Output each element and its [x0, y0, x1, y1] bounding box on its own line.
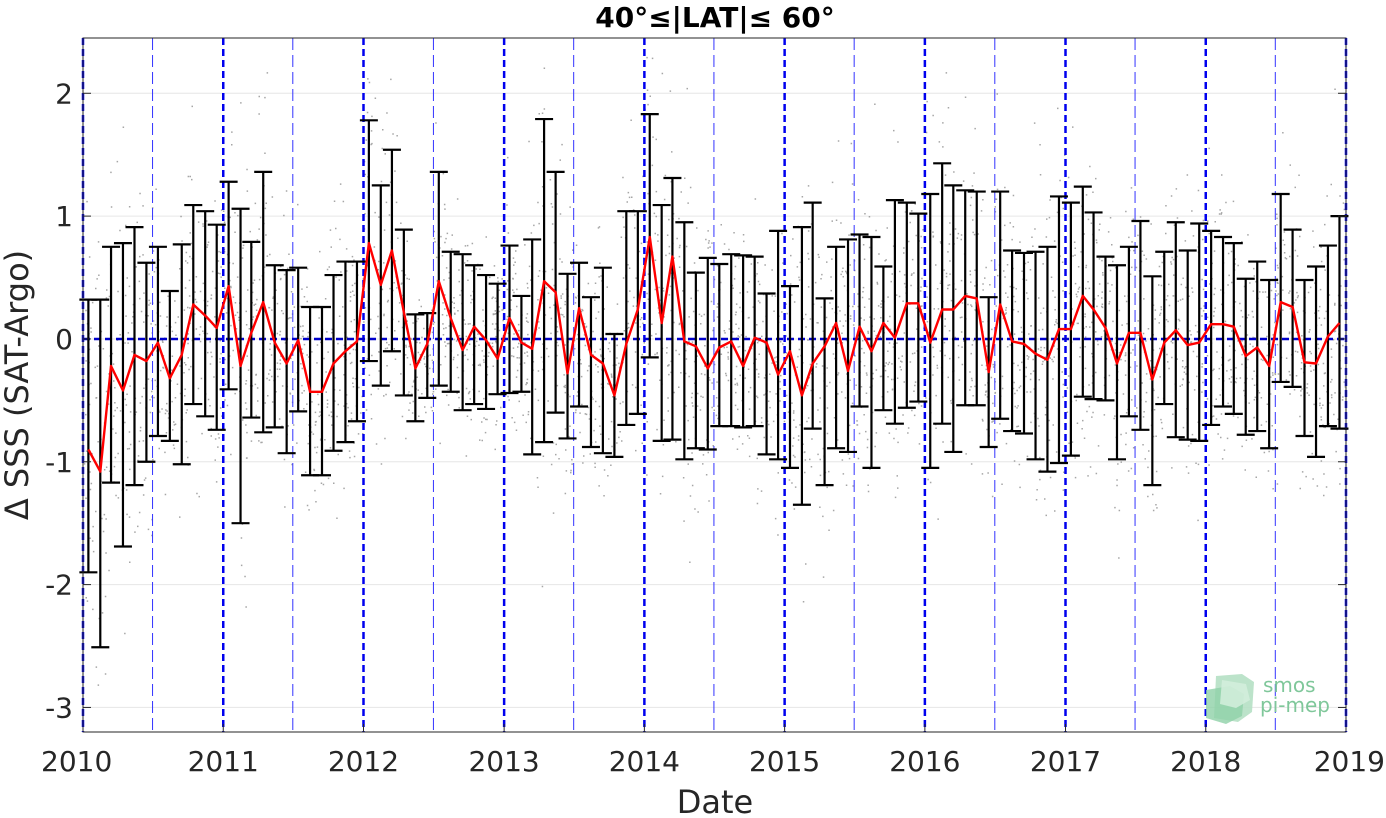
x-axis-ticks: 2010 2011 2012 2013 2014 2015 2016 2017 2018 2019	[41, 724, 1385, 778]
error-bar	[792, 226, 811, 506]
error-bar	[453, 253, 472, 412]
y-tick-label: -2	[45, 569, 73, 602]
error-bar	[850, 233, 869, 408]
error-bar	[839, 238, 858, 454]
error-bar	[1026, 250, 1045, 461]
error-bar	[429, 170, 448, 387]
error-bar	[933, 162, 952, 425]
error-bar	[745, 255, 764, 428]
error-bar	[874, 265, 893, 412]
error-bar	[558, 272, 577, 440]
x-tick-label: 2018	[1170, 745, 1241, 778]
error-bar	[1271, 192, 1290, 384]
error-bar	[781, 285, 800, 470]
error-bar	[102, 245, 121, 484]
smos-logo-icon	[1206, 674, 1254, 724]
x-tick-label: 2019	[1314, 745, 1385, 778]
error-bar	[1202, 229, 1221, 427]
error-bar	[441, 250, 460, 393]
error-bar	[359, 119, 378, 363]
y-axis-title: Δ SSS (SAT-Argo)	[0, 250, 36, 520]
error-bar	[885, 199, 904, 425]
smos-pi-mep-logo: smos pi-mep	[1206, 673, 1330, 724]
x-tick-label: 2015	[749, 745, 820, 778]
error-bar	[686, 271, 705, 450]
chart-title: 40°≤|LAT|≤ 60°	[595, 1, 835, 34]
error-bar	[1131, 219, 1150, 431]
error-bar	[722, 253, 741, 428]
error-bar	[909, 212, 928, 403]
logo-text-smos: smos	[1263, 673, 1316, 697]
y-tick-label: -3	[45, 691, 73, 724]
error-bar	[196, 210, 215, 418]
plot-frame	[82, 37, 1347, 733]
x-tick-label: 2017	[1030, 745, 1101, 778]
error-bar	[1143, 275, 1162, 487]
plot-area	[79, 37, 1349, 733]
error-bar	[113, 242, 132, 548]
x-tick-label: 2012	[328, 745, 399, 778]
logo-text-pi-mep: pi-mep	[1260, 693, 1330, 717]
y-tick-label: -1	[45, 446, 73, 479]
error-bar	[1084, 211, 1103, 401]
error-bar	[137, 261, 156, 463]
error-bar	[581, 296, 600, 449]
error-bar	[815, 297, 834, 487]
plot-background	[83, 38, 1346, 732]
error-bar	[734, 254, 753, 429]
x-tick-label: 2013	[468, 745, 539, 778]
y-tick-label: 1	[55, 200, 73, 233]
error-bar	[1073, 185, 1092, 398]
error-bar	[769, 229, 788, 461]
error-bar	[160, 289, 179, 442]
error-bar	[570, 261, 589, 408]
x-tick-label: 2010	[41, 745, 112, 778]
error-bar	[921, 192, 940, 470]
x-tick-label: 2011	[188, 745, 259, 778]
error-bar	[757, 292, 776, 456]
error-bar	[1119, 245, 1138, 418]
error-bar	[1190, 222, 1209, 442]
error-bar	[640, 113, 659, 359]
error-bar	[148, 245, 167, 438]
error-bars	[79, 113, 1349, 649]
error-bar	[465, 264, 484, 406]
x-tick-label: 2014	[609, 745, 680, 778]
error-bar	[91, 298, 110, 649]
x-axis-title: Date	[677, 783, 753, 818]
error-bar	[663, 176, 682, 441]
error-bar	[593, 266, 612, 455]
mean-line-path	[87, 235, 1341, 473]
x-tick-label: 2016	[889, 745, 960, 778]
error-bar	[944, 184, 963, 454]
error-bar	[265, 264, 284, 429]
error-bar	[862, 235, 881, 470]
mean-difference-line	[87, 235, 1341, 473]
error-bar	[698, 256, 717, 451]
error-bar	[827, 245, 846, 450]
y-axis-ticks: 2 1 0 -1 -2 -3	[45, 77, 1346, 724]
error-bar	[1155, 250, 1174, 406]
error-bar	[803, 201, 822, 430]
y-tick-label: 0	[55, 323, 73, 356]
error-bar	[488, 282, 507, 396]
y-tick-label: 2	[55, 77, 73, 110]
error-bar	[1214, 235, 1233, 408]
